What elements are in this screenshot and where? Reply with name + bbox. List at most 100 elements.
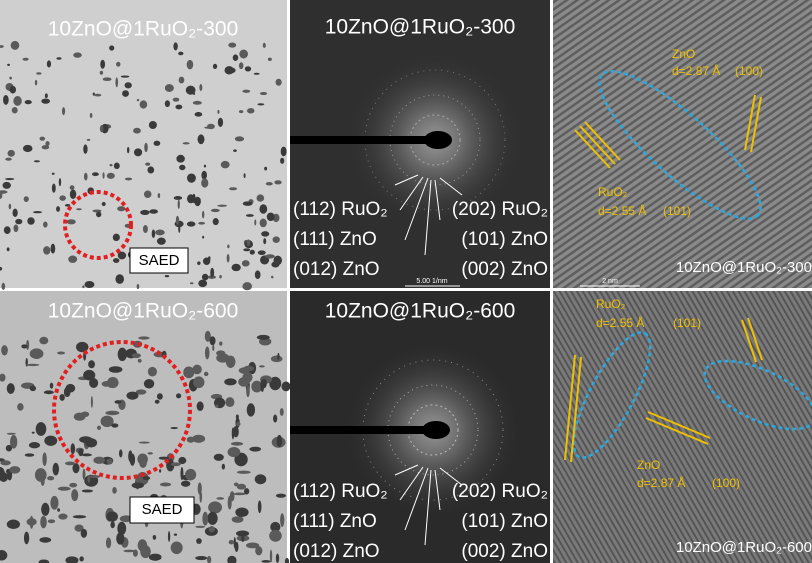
particle (92, 172, 99, 176)
panel-title: 10ZnO@1RuO₂-300 (48, 18, 239, 41)
particle (210, 268, 214, 278)
particle (27, 217, 34, 224)
particle (115, 77, 118, 87)
plane-label: (002) ZnO (461, 541, 548, 562)
particle (118, 348, 127, 361)
particle (140, 100, 148, 108)
particle (73, 515, 86, 518)
particle (173, 98, 180, 102)
particle (100, 71, 103, 75)
particle (254, 219, 256, 225)
particle (266, 182, 273, 186)
particle (234, 482, 239, 486)
particle (261, 231, 269, 236)
d-spacing: d=2.87 Å (637, 475, 685, 490)
plane-label: (002) ZnO (461, 259, 548, 280)
particle (281, 382, 290, 392)
particle (17, 403, 23, 411)
particle (81, 453, 91, 456)
particle (215, 405, 218, 408)
particle (100, 60, 105, 69)
particle (23, 145, 32, 152)
particle (56, 57, 61, 59)
particle (94, 94, 101, 97)
particle (239, 62, 243, 69)
scale-label: 2 nm (602, 278, 618, 285)
particle (62, 107, 65, 115)
caption: 10ZnO@1RuO₂-300 (676, 259, 812, 276)
particle (155, 400, 160, 404)
particle (234, 492, 246, 495)
particle (110, 521, 114, 528)
particle (92, 209, 101, 212)
particle (207, 512, 217, 525)
particle (41, 503, 49, 516)
particle (10, 435, 17, 449)
particle (243, 201, 253, 205)
particle (157, 238, 166, 245)
plane-label: (111) ZnO (293, 229, 377, 250)
particle (259, 365, 265, 367)
particle (82, 285, 84, 288)
particle (1, 345, 8, 355)
particle (87, 139, 91, 141)
particle (76, 208, 82, 210)
particle (152, 229, 155, 237)
particle (96, 211, 101, 217)
particle (217, 110, 219, 114)
particle (23, 58, 29, 61)
particle (195, 112, 203, 117)
particle (280, 408, 284, 416)
particle (203, 258, 210, 265)
particle (71, 489, 78, 501)
particle (35, 468, 47, 482)
particle (39, 337, 48, 345)
particle (90, 113, 93, 118)
particle (195, 526, 205, 528)
particle (258, 501, 262, 514)
particle (165, 100, 170, 107)
plane-label: (111) ZnO (293, 511, 377, 532)
particle (70, 189, 76, 199)
particle (93, 457, 105, 464)
particle (235, 136, 244, 141)
particle (202, 274, 208, 281)
particle (157, 393, 163, 399)
particle (81, 412, 89, 417)
particle (242, 90, 250, 93)
particle (2, 182, 10, 189)
particle (262, 379, 267, 388)
particle (29, 442, 40, 448)
particle (3, 95, 9, 105)
particle (261, 560, 270, 563)
particle (246, 214, 254, 217)
particle (228, 496, 232, 510)
particle (228, 447, 241, 457)
particle (187, 221, 196, 226)
particle (159, 469, 161, 473)
particle (52, 184, 56, 193)
particle (204, 372, 209, 376)
particle (7, 383, 15, 394)
particle (154, 141, 161, 146)
particle (119, 449, 123, 457)
particle (79, 436, 92, 443)
particle (26, 340, 29, 350)
particle (227, 244, 229, 248)
particle (265, 254, 275, 258)
particle (59, 394, 64, 401)
particle (209, 526, 215, 532)
particle (132, 353, 141, 358)
particle (202, 211, 204, 218)
particle (27, 518, 37, 525)
particle (276, 554, 279, 563)
particle (204, 165, 206, 168)
particle (257, 103, 264, 105)
particle (126, 392, 138, 400)
particle (57, 351, 65, 354)
particle (143, 476, 151, 480)
particle (56, 206, 60, 212)
particle (103, 77, 112, 81)
particle (235, 507, 248, 517)
particle (58, 487, 71, 491)
